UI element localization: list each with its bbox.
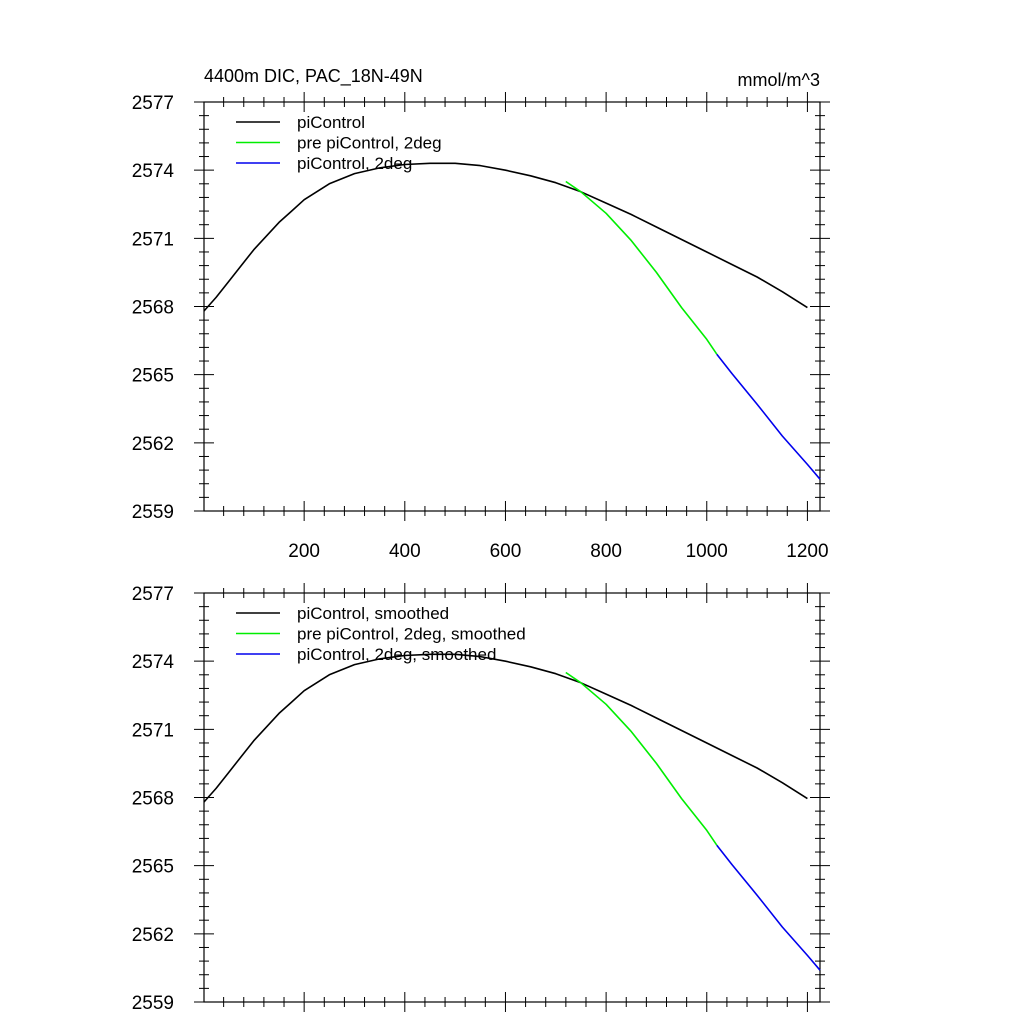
y-tick-label: 2571 [132,229,174,250]
top-panel: 2559 2562 2565 2568 2571 2574 2577 200 400 600 800… [132,92,830,562]
bottom-panel: 2559 2562 2565 2568 2571 2574 2577 piControl, s… [132,583,830,1014]
figure-units: mmol/m^3 [738,70,820,90]
series-line-picontrol-2deg-smoothed [716,844,821,971]
series-line-pre-picontrol-2deg-smoothed [565,671,718,846]
y-tick-label: 2577 [132,584,174,605]
y-tick-label: 2574 [132,652,175,673]
y-tick-label: 2559 [132,993,174,1014]
y-tick-label: 2574 [132,161,175,182]
figure-title: 4400m DIC, PAC_18N-49N [204,66,423,87]
legend-label: pre piControl, 2deg [297,134,442,153]
legend-label: piControl [297,113,365,132]
legend-label: piControl, smoothed [297,604,449,623]
y-tick-label: 2568 [132,298,174,319]
y-tick-label: 2565 [132,366,174,387]
x-tick-label: 1000 [686,541,728,562]
x-tick-label: 800 [590,541,622,562]
y-tick-label: 2571 [132,720,174,741]
x-tick-label: 200 [288,541,320,562]
legend-label: piControl, 2deg, smoothed [297,645,496,664]
y-tick-label: 2577 [132,93,174,114]
series-line-pre-picontrol-2deg [565,180,718,355]
x-tick-label: 400 [389,541,421,562]
y-tick-label: 2562 [132,434,174,455]
y-tick-label: 2568 [132,789,174,810]
y-tick-label: 2559 [132,502,174,523]
y-tick-label: 2565 [132,857,174,878]
legend-label: pre piControl, 2deg, smoothed [297,625,526,644]
series-line-picontrol-smoothed [203,653,808,803]
series-line-picontrol-2deg [716,353,821,480]
x-tick-label: 600 [490,541,522,562]
y-tick-label: 2562 [132,925,174,946]
series-line-picontrol [203,162,808,312]
legend-label: piControl, 2deg [297,154,412,173]
x-tick-label: 1200 [786,541,828,562]
